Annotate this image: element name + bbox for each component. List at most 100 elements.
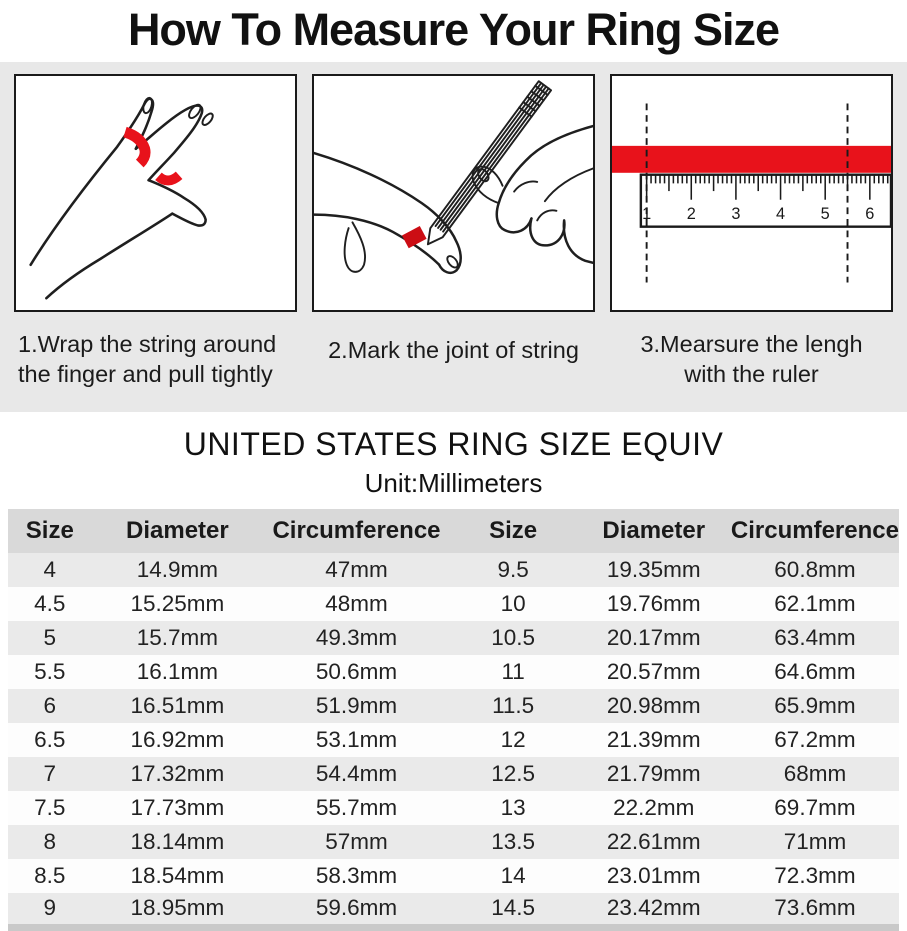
table-row: 6 16.51mm 51.9mm 11.5 20.98mm 65.9mm [8,689,899,723]
table-cell: 71mm [783,829,847,854]
step-mark-string: 2.Mark the joint of string [312,74,595,412]
size-chart-heading: UNITED STATES RING SIZE EQUIV [183,426,724,462]
table-row: 7 17.32mm 54.4mm 12.5 21.79mm 68mm [8,757,899,791]
table-cell: 72.3mm [774,863,856,888]
table-cell: 53.1mm [315,727,398,752]
ruler-illustration: 1 2 3 4 5 6 [610,74,893,312]
table-cell: 65.9mm [774,693,856,718]
step-measure-ruler: 1 2 3 4 5 6 3.Mearsure the lengh with th… [610,74,893,412]
table-cell: 9 [43,895,57,921]
string-band-small [155,171,183,186]
table-cell: 20.57mm [606,659,701,684]
table-cell: 10.5 [491,625,536,650]
column-header-diameter-right: Diameter [576,509,731,553]
table-cell: 18.54mm [130,863,225,888]
table-cell: 5 [43,625,57,650]
table-cell: 11.5 [492,693,535,718]
table-cell: 22.61mm [606,829,701,854]
column-header-diameter-left: Diameter [91,509,264,553]
table-cell: 12 [500,727,526,752]
page-title: How To Measure Your Ring Size [127,4,780,55]
column-header-circumference-right: Circumference [730,509,899,553]
red-string-mark [401,225,427,249]
table-cell: 73.6mm [774,895,856,921]
table-cell: 58.3mm [315,863,398,888]
table-cell: 4.5 [34,591,66,616]
table-cell: 6 [43,693,57,718]
red-string-strip [612,145,891,173]
table-row: 9 18.95mm 59.6mm 14.5 23.42mm 73.6mm [8,893,899,927]
table-cell: 21.39mm [606,727,701,752]
table-cell: 63.4mm [774,625,856,650]
table-cell: 50.6mm [315,659,398,684]
table-cell: 17.73mm [130,795,225,820]
svg-text:4: 4 [776,205,785,223]
table-cell: 8.5 [34,863,66,888]
table-cell: 12.5 [491,761,536,786]
table-row: 4.5 15.25mm 48mm 10 19.76mm 62.1mm [8,587,899,621]
table-cell: 21.79mm [606,761,701,786]
hand-marking-string-icon [314,80,593,275]
table-cell: 14.9mm [136,557,219,582]
table-cell: 51.9mm [315,693,398,718]
table-cell: 19.35mm [606,557,701,582]
table-cell: 17.32mm [130,761,225,786]
svg-text:5: 5 [821,205,830,223]
table-cell: 16.51mm [130,693,225,718]
table-cell: 64.6mm [774,659,856,684]
table-cell: 9.5 [497,557,529,582]
table-cell: 13.5 [491,829,536,854]
table-cell: 47mm [325,557,388,582]
column-header-size-left: Size [8,509,92,553]
table-cell: 10 [500,591,526,616]
table-cell: 59.6mm [315,895,398,921]
table-row: 5 15.7mm 49.3mm 10.5 20.17mm 63.4mm [8,621,899,655]
table-cell: 7.5 [34,795,66,820]
column-header-circumference-left: Circumference [263,509,450,553]
table-cell: 20.98mm [606,693,701,718]
table-cell: 18.14mm [130,829,225,854]
table-cell: 67.2mm [774,727,856,752]
table-cell: 54.4mm [315,761,398,786]
table-cell: 7 [43,761,57,786]
table-row: 5.5 16.1mm 50.6mm 11 20.57mm 64.6mm [8,655,899,689]
table-cell: 14.5 [491,895,536,921]
table-row: 8.5 18.54mm 58.3mm 14 23.01mm 72.3mm [8,859,899,893]
table-cell: 15.7mm [136,625,219,650]
column-header-size-right: Size [449,509,577,553]
table-cell: 62.1mm [774,591,856,616]
table-row: 8 18.14mm 57mm 13.5 22.61mm 71mm [8,825,899,859]
size-chart-unit-label: Unit:Millimeters [364,468,543,498]
step-3-caption: 3.Mearsure the lengh with the ruler [640,331,863,387]
ring-size-table: Size Diameter Circumference Size Diamete… [8,509,899,931]
table-cell: 16.92mm [130,727,225,752]
mark-string-illustration [312,74,595,312]
ruler-ticks [645,174,889,200]
table-cell: 15.25mm [130,591,225,616]
table-cell: 16.1mm [136,659,219,684]
table-header-row: Size Diameter Circumference Size Diamete… [8,509,899,553]
table-cell: 20.17mm [606,625,701,650]
table-cell: 18.95mm [130,895,225,921]
table-cell: 23.42mm [606,895,701,921]
table-cell: 8 [43,829,57,854]
table-cell: 22.2mm [613,795,695,820]
table-row: 7.5 17.73mm 55.7mm 13 22.2mm 69.7mm [8,791,899,825]
wrap-string-illustration [14,74,297,312]
step-1-caption: 1.Wrap the string around the finger and … [18,331,277,387]
table-cell: 49.3mm [315,625,398,650]
hand-with-string-icon [29,96,214,300]
table-cell: 4 [43,557,57,582]
instruction-steps: 1.Wrap the string around the finger and … [0,62,907,412]
table-cell: 19.76mm [606,591,701,616]
svg-text:6: 6 [865,205,874,223]
table-body: 4 14.9mm 47mm 9.5 19.35mm 60.8mm 4.5 15.25mm 48m… [8,553,899,927]
table-cell: 60.8mm [774,557,856,582]
table-cell: 68mm [783,761,847,786]
step-2-caption: 2.Mark the joint of string [328,337,579,363]
table-cell: 13 [500,795,526,820]
table-cell: 6.5 [34,727,66,752]
table-cell: 55.7mm [315,795,398,820]
table-cell: 23.01mm [606,863,701,888]
